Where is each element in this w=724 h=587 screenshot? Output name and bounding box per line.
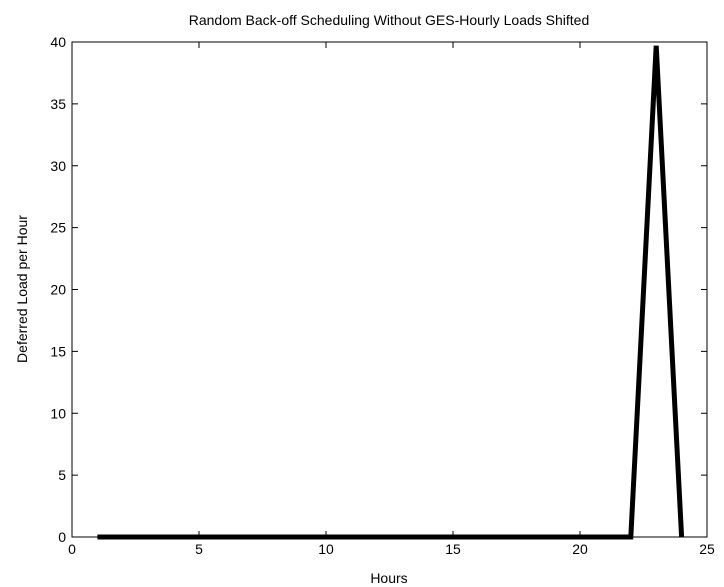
y-tick-label: 40 (50, 34, 66, 50)
data-point (554, 537, 555, 538)
data-point (453, 537, 454, 538)
plot-frame (71, 41, 708, 538)
data-point (97, 537, 98, 538)
x-tick-label: 5 (195, 541, 203, 557)
data-point (326, 537, 327, 538)
x-tick-label: 15 (445, 541, 461, 557)
y-tick-label: 35 (50, 96, 66, 112)
y-axis: 0 5 10 15 20 25 30 35 40 (50, 34, 707, 545)
data-point (478, 537, 479, 538)
x-axis-label: Hours (370, 570, 407, 586)
data-point (351, 537, 352, 538)
plot-area (71, 41, 708, 538)
x-tick-label: 10 (318, 541, 334, 557)
series-line (97, 45, 685, 540)
data-point (529, 537, 530, 538)
y-tick-label: 0 (58, 529, 66, 545)
data-point (122, 537, 123, 538)
x-tick-label: 0 (68, 541, 76, 557)
data-point (656, 45, 657, 46)
x-tick-label: 20 (572, 541, 588, 557)
data-point (173, 537, 174, 538)
data-point (605, 537, 606, 538)
y-tick-label: 25 (50, 220, 66, 236)
data-point (681, 537, 682, 538)
chart-title: Random Back-off Scheduling Without GES-H… (189, 12, 590, 28)
y-tick-label: 10 (50, 405, 66, 421)
data-point (148, 537, 149, 538)
data-point (224, 537, 225, 538)
y-axis-label: Deferred Load per Hour (14, 215, 30, 363)
data-point (503, 537, 504, 538)
x-axis: 0 5 10 15 20 25 (68, 42, 715, 557)
data-point (249, 537, 250, 538)
data-point (199, 537, 200, 538)
data-point (300, 537, 301, 538)
y-tick-label: 20 (50, 282, 66, 298)
series-layer (97, 45, 685, 540)
data-point (376, 537, 377, 538)
data-point (580, 537, 581, 538)
data-point (402, 537, 403, 538)
data-point (427, 537, 428, 538)
y-tick-label: 5 (58, 467, 66, 483)
x-tick-label: 25 (699, 541, 715, 557)
data-point (630, 537, 631, 538)
data-point (275, 537, 276, 538)
y-tick-label: 15 (50, 343, 66, 359)
y-tick-label: 30 (50, 158, 66, 174)
